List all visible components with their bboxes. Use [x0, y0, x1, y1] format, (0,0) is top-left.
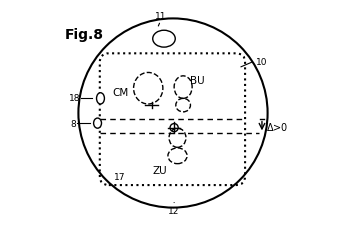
- Text: CM: CM: [112, 87, 128, 97]
- Ellipse shape: [153, 31, 175, 48]
- Text: 10: 10: [256, 57, 268, 67]
- Ellipse shape: [94, 118, 101, 129]
- Text: ZU: ZU: [152, 166, 167, 176]
- Text: 11: 11: [155, 12, 166, 20]
- Text: 12: 12: [169, 207, 180, 215]
- Text: BU: BU: [190, 76, 205, 86]
- Text: 18: 18: [69, 93, 81, 102]
- Text: Fig.8: Fig.8: [65, 28, 104, 42]
- Ellipse shape: [97, 93, 104, 104]
- Text: 8: 8: [70, 119, 76, 128]
- Text: $\Delta$>0: $\Delta$>0: [266, 120, 289, 132]
- Text: 17: 17: [114, 172, 126, 181]
